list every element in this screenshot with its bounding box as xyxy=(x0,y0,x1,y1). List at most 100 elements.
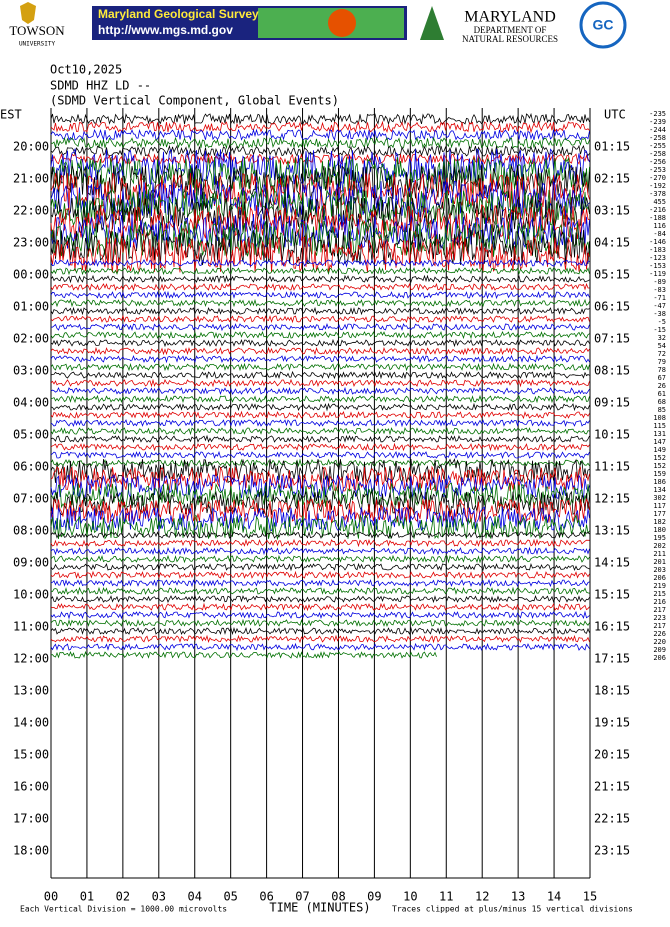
seismic-trace xyxy=(50,505,590,532)
offset-label: 32 xyxy=(658,334,666,342)
chart-subtitle: SDMD HHZ LD -- xyxy=(50,79,151,93)
offset-label: -255 xyxy=(649,142,666,150)
seismic-trace xyxy=(50,498,590,524)
seismic-trace xyxy=(50,562,590,572)
seismic-trace xyxy=(50,112,590,126)
right-hour-label: 11:15 xyxy=(594,460,630,474)
left-hour-label: 07:00 xyxy=(13,492,49,506)
x-tick-label: 04 xyxy=(188,890,202,904)
offset-label: 195 xyxy=(653,534,666,542)
seismic-trace xyxy=(50,266,590,276)
offset-label: -119 xyxy=(649,270,666,278)
seismic-trace xyxy=(50,650,437,659)
x-tick-label: 07 xyxy=(295,890,309,904)
seismic-trace xyxy=(50,306,590,316)
offset-label: 54 xyxy=(658,342,666,350)
right-hour-label: 12:15 xyxy=(594,492,630,506)
seismic-trace xyxy=(50,219,590,258)
seismic-trace xyxy=(50,410,590,420)
offset-label: -123 xyxy=(649,254,666,262)
seismic-trace xyxy=(50,610,590,620)
offset-label: 134 xyxy=(653,486,666,494)
offset-label: 206 xyxy=(653,574,666,582)
offset-label: 206 xyxy=(653,654,666,662)
offset-label: 217 xyxy=(653,606,666,614)
seismic-trace xyxy=(50,330,590,340)
offset-label: 216 xyxy=(653,598,666,606)
left-hour-label: 20:00 xyxy=(13,140,49,154)
mgs-url: http://www.mgs.md.gov xyxy=(98,23,233,37)
seismic-trace xyxy=(50,570,590,580)
right-hour-label: 06:15 xyxy=(594,300,630,314)
seismic-trace xyxy=(50,531,590,540)
offset-label: 149 xyxy=(653,446,666,454)
seismic-trace xyxy=(50,386,590,396)
offset-label: 186 xyxy=(653,478,666,486)
offset-label: -216 xyxy=(649,206,666,214)
seismic-trace xyxy=(50,618,590,628)
left-hour-label: 18:00 xyxy=(13,844,49,858)
offset-label: -258 xyxy=(649,134,666,142)
towson-sub: UNIVERSITY xyxy=(19,41,56,48)
offset-label: -192 xyxy=(649,182,666,190)
offset-label: 67 xyxy=(658,374,666,382)
x-tick-label: 12 xyxy=(475,890,489,904)
left-hour-label: 15:00 xyxy=(13,748,49,762)
seismic-trace xyxy=(50,258,590,268)
x-tick-label: 15 xyxy=(583,890,597,904)
seismic-trace xyxy=(50,298,590,308)
offset-label: 203 xyxy=(653,566,666,574)
right-hour-label: 17:15 xyxy=(594,652,630,666)
seismic-trace xyxy=(50,274,590,284)
x-tick-label: 06 xyxy=(259,890,273,904)
seismic-trace xyxy=(50,458,590,468)
x-tick-label: 11 xyxy=(439,890,453,904)
seismic-trace xyxy=(50,602,590,612)
seismic-trace xyxy=(50,442,590,452)
seismic-trace xyxy=(50,394,590,404)
mgs-rings xyxy=(328,9,356,37)
seismic-trace xyxy=(50,626,590,636)
offset-label: 202 xyxy=(653,542,666,550)
offset-label: -84 xyxy=(653,230,666,238)
offset-label: 131 xyxy=(653,430,666,438)
towson-logo xyxy=(20,2,36,24)
offset-label: 211 xyxy=(653,550,666,558)
offset-label: -256 xyxy=(649,158,666,166)
offset-label: 180 xyxy=(653,526,666,534)
right-hour-label: 15:15 xyxy=(594,588,630,602)
right-hour-label: 21:15 xyxy=(594,780,630,794)
x-tick-label: 01 xyxy=(80,890,94,904)
seismic-trace xyxy=(50,458,590,484)
left-hour-label: 16:00 xyxy=(13,780,49,794)
offset-label: 116 xyxy=(653,222,666,230)
left-hour-label: 10:00 xyxy=(13,588,49,602)
left-hour-label: 21:00 xyxy=(13,172,49,186)
seismic-trace xyxy=(50,362,590,372)
seismic-trace xyxy=(50,402,590,412)
offset-label: -83 xyxy=(653,286,666,294)
dnr-title: MARYLAND xyxy=(464,9,556,26)
right-hour-label: 10:15 xyxy=(594,428,630,442)
offset-label: -378 xyxy=(649,190,666,198)
seismic-trace xyxy=(50,120,590,134)
offset-label: 78 xyxy=(658,366,666,374)
x-tick-label: 02 xyxy=(116,890,130,904)
offset-label: 72 xyxy=(658,350,666,358)
seismic-trace xyxy=(50,314,590,324)
offset-label: 302 xyxy=(653,494,666,502)
offset-label: 152 xyxy=(653,454,666,462)
offset-label: 61 xyxy=(658,390,666,398)
offset-label: -270 xyxy=(649,174,666,182)
seismic-trace xyxy=(50,128,590,142)
x-tick-label: 09 xyxy=(367,890,381,904)
seismic-trace xyxy=(50,434,590,443)
seismic-trace xyxy=(50,546,590,556)
x-tick-label: 08 xyxy=(331,890,345,904)
left-hour-label: 04:00 xyxy=(13,396,49,410)
x-tick-label: 14 xyxy=(547,890,561,904)
offset-label: -5 xyxy=(658,318,666,326)
right-hour-label: 09:15 xyxy=(594,396,630,410)
